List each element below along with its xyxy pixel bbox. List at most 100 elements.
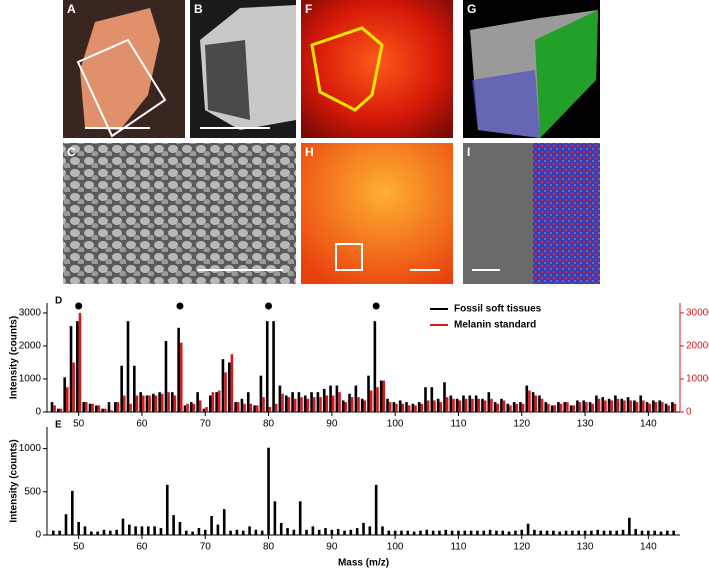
bar [388, 402, 392, 412]
bar [322, 388, 326, 412]
bar [661, 402, 664, 412]
bar [343, 530, 346, 535]
bar [439, 402, 443, 412]
bar [312, 397, 316, 412]
bar [400, 530, 403, 535]
bar [436, 398, 440, 412]
bar [279, 522, 283, 535]
bar [154, 395, 158, 412]
bar [97, 405, 101, 412]
bar [515, 403, 519, 412]
bar [559, 403, 563, 412]
bar [222, 509, 226, 535]
bar [424, 387, 427, 412]
bar [120, 365, 123, 412]
bar [463, 530, 467, 535]
bar [645, 402, 649, 412]
overlay [533, 143, 600, 284]
bar [121, 518, 125, 535]
bar [259, 375, 263, 412]
bar [133, 365, 136, 412]
bar [211, 392, 215, 412]
bar [633, 400, 636, 412]
bar [595, 395, 598, 412]
bar [234, 402, 237, 412]
bar [248, 526, 251, 535]
bar [597, 398, 601, 412]
bar [563, 402, 567, 412]
bar [471, 398, 474, 412]
bar [539, 530, 543, 535]
bar [165, 484, 169, 535]
x-tick-label: 50 [73, 542, 85, 553]
bar [330, 529, 334, 535]
y-tick-label: 1000 [19, 374, 42, 385]
bar [495, 530, 498, 535]
bar [426, 400, 430, 412]
bar [122, 395, 126, 412]
bar [71, 490, 74, 535]
bar [462, 395, 465, 412]
bar [369, 390, 373, 412]
bar [659, 531, 663, 535]
bar [78, 312, 82, 412]
x-tick-label: 100 [387, 419, 404, 430]
bar [557, 402, 560, 412]
y2-tick-label: 10000 [686, 374, 709, 385]
bar [129, 403, 132, 412]
bar [210, 515, 213, 535]
bar [148, 395, 151, 412]
bar [635, 402, 639, 412]
bar [95, 405, 98, 412]
bar [621, 529, 625, 535]
blue-region [472, 70, 540, 138]
bar [417, 402, 421, 412]
bar [57, 408, 60, 412]
bar [69, 326, 73, 412]
bar [566, 402, 569, 412]
bar [103, 408, 107, 412]
x-tick-label: 60 [136, 419, 148, 430]
x-tick-label: 110 [450, 542, 466, 553]
bar [317, 529, 321, 535]
bar [590, 530, 593, 535]
x-tick-label: 130 [577, 419, 594, 430]
panel-label: D [55, 296, 62, 307]
bar [583, 530, 587, 535]
bar [588, 402, 592, 412]
bar [243, 403, 246, 412]
peak-marker [265, 302, 273, 310]
bar [483, 400, 487, 412]
legend-label: Melanin standard [454, 320, 536, 331]
bar [477, 398, 481, 412]
bar [609, 530, 612, 535]
bar [376, 387, 379, 412]
bar [287, 397, 291, 412]
bar [336, 528, 340, 535]
bar [501, 530, 505, 535]
panel-label: A [67, 2, 76, 16]
bar [331, 395, 335, 412]
bar [77, 522, 80, 535]
bar [629, 400, 632, 412]
bar [620, 398, 624, 412]
bar [387, 530, 391, 535]
bar [229, 530, 232, 535]
bar [443, 382, 446, 412]
bar [160, 393, 164, 412]
bar [88, 403, 92, 412]
bar [666, 530, 669, 535]
bar [306, 398, 310, 412]
bar [110, 410, 113, 412]
bar [221, 359, 225, 412]
x-tick-label: 140 [640, 419, 657, 430]
panel-label: G [467, 2, 476, 16]
bar [381, 526, 384, 535]
bar [431, 530, 435, 535]
bar [260, 530, 264, 535]
bar [303, 395, 307, 412]
panel-label: I [467, 145, 470, 159]
bar [368, 526, 372, 535]
x-axis-label: Mass (m/z) [338, 558, 389, 569]
